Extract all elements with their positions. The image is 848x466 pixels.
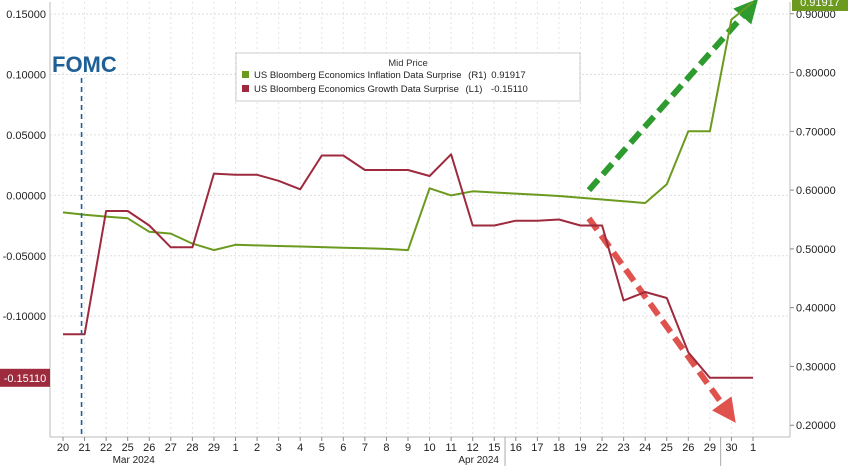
left-tick-label: -0.05000 <box>3 251 46 263</box>
x-tick-label: 29 <box>704 442 716 454</box>
x-tick-label: 18 <box>553 442 565 454</box>
x-tick-label: 26 <box>143 442 155 454</box>
month-label: Apr 2024 <box>458 455 499 466</box>
trend-arrows <box>586 0 759 423</box>
legend-swatch-inflation <box>242 71 249 78</box>
grid <box>49 2 791 438</box>
x-tick-label: 29 <box>208 442 220 454</box>
left-tick-label: 0.15000 <box>6 9 46 21</box>
x-tick-label: 23 <box>618 442 630 454</box>
x-tick-label: 1 <box>750 442 756 454</box>
x-axis-ticks: 20 21 22 25 26 27 28 29 1 2 3 4 5 6 7 8 9 10 11 12 15 16 17 18 1… <box>57 437 756 466</box>
left-tick-label: -0.10000 <box>3 311 46 323</box>
x-tick-label: 25 <box>661 442 673 454</box>
x-tick-label: 6 <box>340 442 346 454</box>
x-tick-label: 26 <box>682 442 694 454</box>
x-tick-label: 22 <box>596 442 608 454</box>
last-value-tags: 0.91917 -0.15110 <box>0 0 848 387</box>
x-tick-label: 25 <box>122 442 134 454</box>
x-tick-label: 17 <box>531 442 543 454</box>
x-tick-label: 11 <box>445 442 456 454</box>
x-tick-label: 27 <box>165 442 177 454</box>
growth-last-tag <box>0 368 50 387</box>
x-tick-label: 20 <box>57 442 69 454</box>
legend-label-growth: US Bloomberg Economics Growth Data Surpr… <box>254 84 528 95</box>
x-tick-label: 3 <box>276 442 282 454</box>
growth-series-line <box>63 153 753 379</box>
x-tick-label: 28 <box>186 442 198 454</box>
right-tick-label: 0.80000 <box>796 68 836 80</box>
right-axis-ticks: 0.90000 0.80000 0.70000 0.60000 0.50000 0.400… <box>790 9 836 432</box>
legend-label-inflation: US Bloomberg Economics Inflation Data Su… <box>254 70 526 81</box>
x-tick-label: 30 <box>725 442 737 454</box>
x-tick-label: 22 <box>100 442 112 454</box>
left-tick-label: 0.10000 <box>6 70 46 82</box>
right-tick-label: 0.40000 <box>796 303 836 315</box>
right-tick-label: 0.60000 <box>796 185 836 197</box>
left-tick-label: 0.05000 <box>6 130 46 142</box>
series-lines <box>62 1 754 379</box>
inflation-series-line <box>62 1 754 252</box>
x-tick-label: 1 <box>232 442 238 454</box>
right-tick-label: 0.30000 <box>796 361 836 373</box>
right-tick-label: 0.20000 <box>796 420 836 432</box>
x-tick-label: 4 <box>297 442 303 454</box>
legend: Mid Price US Bloomberg Economics Inflati… <box>235 52 581 102</box>
fomc-marker: FOMC <box>52 52 117 437</box>
legend-title: Mid Price <box>388 58 428 69</box>
x-tick-label: 9 <box>405 442 411 454</box>
x-tick-label: 7 <box>362 442 368 454</box>
x-tick-label: 16 <box>510 442 522 454</box>
left-axis-ticks: 0.15000 0.10000 0.05000 0.00000 -0.05000 -0.1… <box>3 9 46 323</box>
x-tick-label: 5 <box>319 442 325 454</box>
x-tick-label: 24 <box>639 442 651 454</box>
right-tick-label: 0.90000 <box>796 9 836 21</box>
left-tick-label: 0.00000 <box>6 190 46 202</box>
growth-last-value: -0.15110 <box>4 373 47 385</box>
x-tick-label: 12 <box>467 442 479 454</box>
right-tick-label: 0.70000 <box>796 126 836 138</box>
month-label: Mar 2024 <box>113 455 156 466</box>
inflation-last-tag <box>792 0 848 11</box>
x-tick-label: 15 <box>488 442 500 454</box>
x-tick-label: 2 <box>254 442 260 454</box>
x-tick-label: 8 <box>383 442 389 454</box>
legend-swatch-growth <box>242 85 249 92</box>
down-arrow <box>586 216 736 423</box>
x-tick-label: 10 <box>423 442 435 454</box>
x-tick-label: 21 <box>78 442 90 454</box>
inflation-last-value: 0.91917 <box>800 0 840 9</box>
right-tick-label: 0.50000 <box>796 244 836 256</box>
x-tick-label: 19 <box>574 442 586 454</box>
fomc-label: FOMC <box>52 52 117 77</box>
